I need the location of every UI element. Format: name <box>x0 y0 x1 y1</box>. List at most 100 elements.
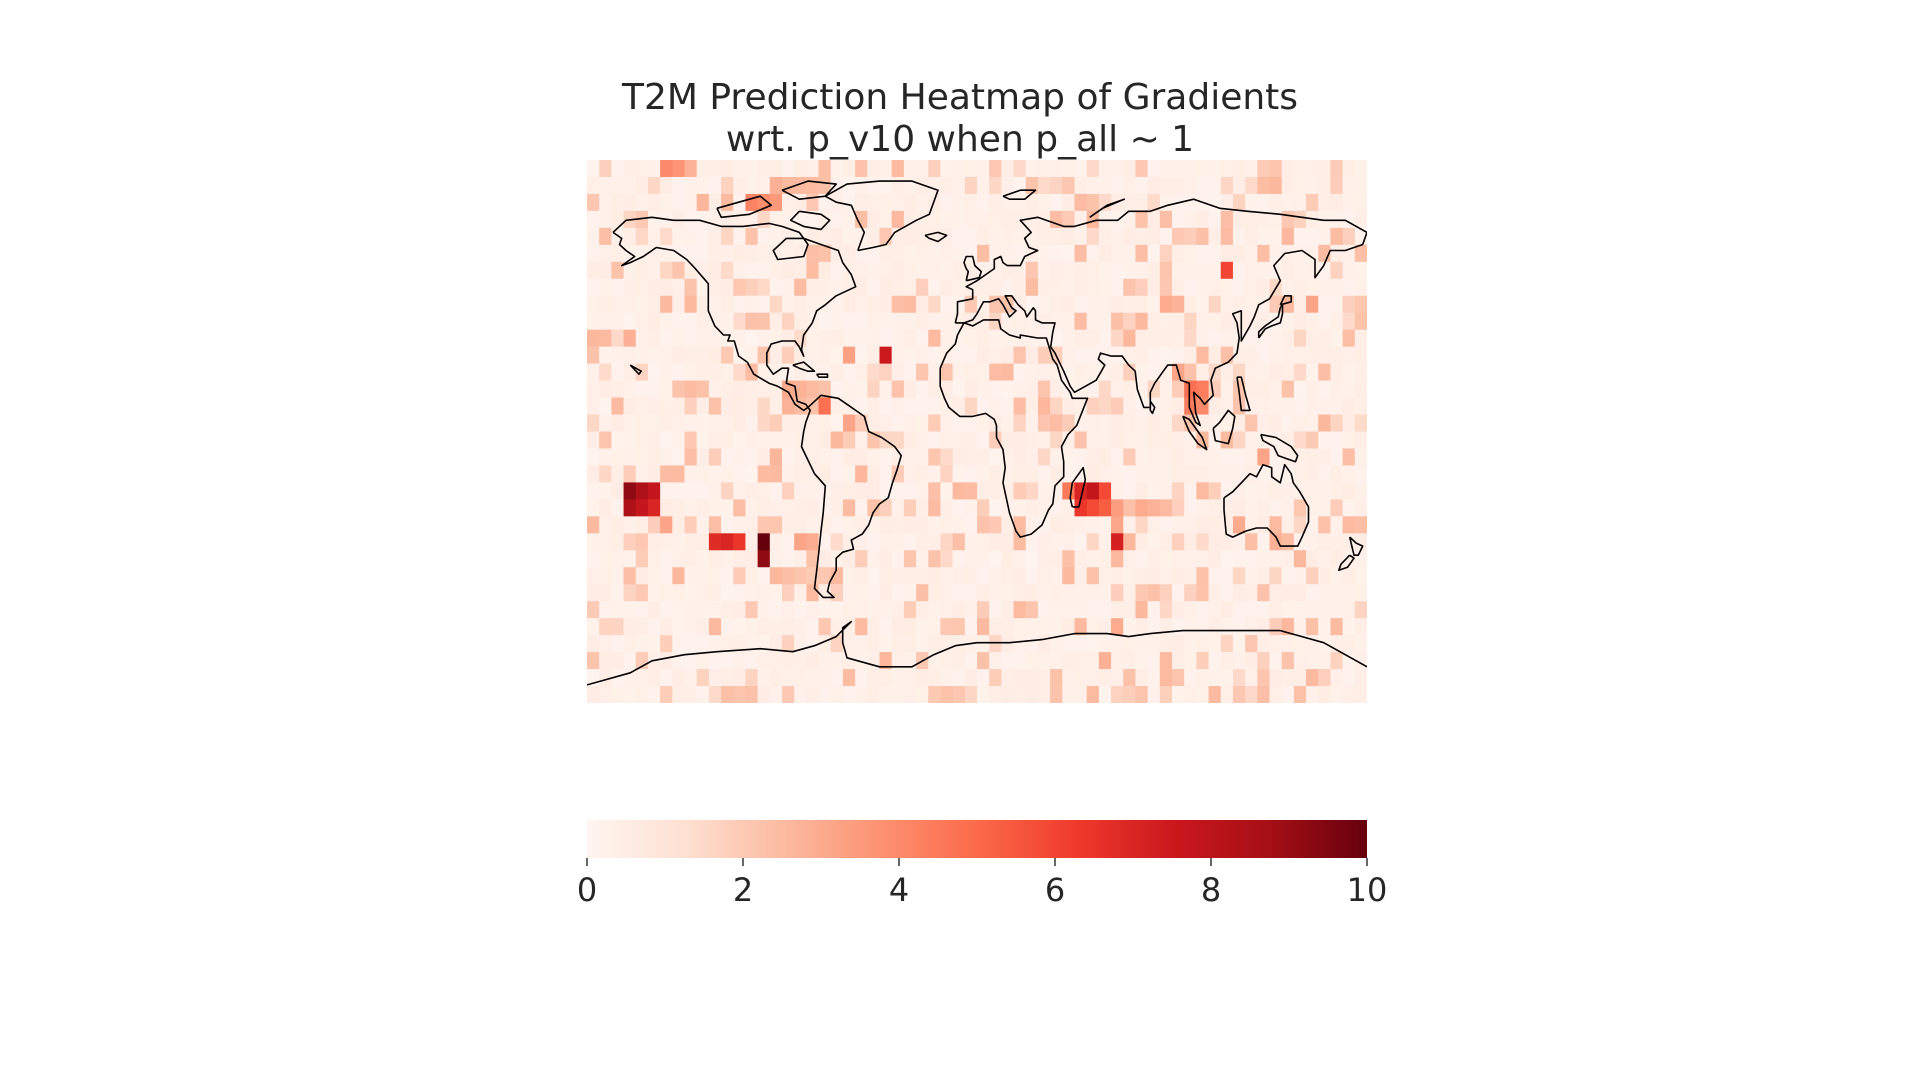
heatmap-cell <box>1123 686 1137 703</box>
heatmap-cell <box>1330 499 1344 517</box>
heatmap-cell <box>806 261 820 280</box>
heatmap-cell <box>696 482 710 500</box>
heatmap-cell <box>635 329 649 348</box>
heatmap-cell <box>952 295 966 314</box>
heatmap-cell <box>660 652 673 670</box>
heatmap-cell <box>1330 584 1344 602</box>
heatmap-cell <box>1037 431 1051 450</box>
heatmap-cell <box>672 414 686 433</box>
heatmap-cell <box>794 550 807 568</box>
heatmap-cell <box>1232 227 1246 246</box>
heatmap-cell <box>1184 635 1197 653</box>
heatmap-cell <box>916 567 929 585</box>
heatmap-cell <box>855 533 868 551</box>
heatmap-cell <box>928 533 942 551</box>
heatmap-cell <box>1062 227 1076 246</box>
heatmap-cell <box>891 295 905 314</box>
heatmap-cell <box>1111 363 1124 382</box>
heatmap-cell <box>1269 686 1283 703</box>
heatmap-cell <box>757 380 771 399</box>
heatmap-cell <box>1159 448 1173 467</box>
heatmap-cell <box>879 227 893 246</box>
heatmap-cell <box>1135 533 1149 551</box>
heatmap-cell <box>989 380 1002 399</box>
heatmap-cell <box>1318 193 1332 212</box>
heatmap-cell <box>1330 278 1344 297</box>
heatmap-cell <box>611 431 625 450</box>
heatmap-cell <box>1050 635 1063 653</box>
heatmap-cell <box>1001 550 1015 568</box>
heatmap-cell <box>660 567 673 585</box>
heatmap-cell <box>647 210 661 229</box>
heatmap-cell <box>989 227 1002 246</box>
heatmap-cell <box>916 397 929 416</box>
heatmap-cell <box>1220 295 1234 314</box>
heatmap-cell <box>623 261 637 280</box>
heatmap-cell <box>903 295 917 314</box>
heatmap-cell <box>733 516 747 534</box>
heatmap-cell <box>940 686 954 703</box>
heatmap-cell <box>891 669 905 687</box>
heatmap-cell <box>1342 686 1356 703</box>
heatmap-cell <box>1342 465 1356 484</box>
heatmap-cell <box>1159 312 1173 331</box>
heatmap-cell <box>1318 465 1332 484</box>
heatmap-cell <box>587 533 600 551</box>
heatmap-cell <box>952 652 966 670</box>
heatmap-cell <box>855 686 868 703</box>
coastline <box>1002 189 1037 201</box>
heatmap-cell <box>867 686 881 703</box>
heatmap-cell <box>1281 669 1295 687</box>
heatmap-cell <box>830 448 844 467</box>
heatmap-cell <box>903 193 917 212</box>
heatmap-cell <box>1086 516 1100 534</box>
heatmap-cell <box>721 193 734 212</box>
heatmap-cell <box>1050 312 1063 331</box>
heatmap-cell <box>842 448 856 467</box>
heatmap-cell <box>1281 261 1295 280</box>
heatmap-cell <box>782 244 795 263</box>
heatmap-cell <box>672 397 686 416</box>
heatmap-cell <box>599 601 612 619</box>
heatmap-cell <box>867 193 881 212</box>
heatmap-cell <box>1330 295 1344 314</box>
heatmap-cell <box>611 635 625 653</box>
heatmap-cell <box>977 584 990 602</box>
heatmap-cell <box>1318 244 1332 263</box>
heatmap-cell <box>1208 227 1222 246</box>
heatmap-cell <box>660 244 673 263</box>
heatmap-cell <box>672 584 686 602</box>
heatmap-cell <box>1232 567 1246 585</box>
heatmap-cell <box>1025 499 1039 517</box>
heatmap-cell <box>672 346 686 365</box>
heatmap-cell <box>794 482 807 500</box>
heatmap-cell <box>587 601 600 619</box>
colorbar-tick-label: 6 <box>1045 871 1065 909</box>
heatmap-cell <box>794 448 807 467</box>
heatmap-cell <box>635 550 649 568</box>
heatmap-cell <box>1001 431 1015 450</box>
heatmap-cell <box>952 312 966 331</box>
heatmap-cell <box>672 363 686 382</box>
heatmap-cell <box>879 533 893 551</box>
heatmap-cell <box>989 533 1002 551</box>
heatmap-cell <box>952 414 966 433</box>
heatmap-cell <box>916 533 929 551</box>
heatmap-cell <box>928 567 942 585</box>
heatmap-cell <box>916 516 929 534</box>
heatmap-cell <box>855 550 868 568</box>
heatmap-cell <box>1098 380 1112 399</box>
heatmap-cell <box>916 244 929 263</box>
heatmap-cell <box>587 380 600 399</box>
heatmap-cell <box>891 160 905 178</box>
colorbar-tick-label: 0 <box>577 871 597 909</box>
heatmap-cell <box>611 516 625 534</box>
heatmap-cell <box>1354 380 1367 399</box>
heatmap-cell <box>842 312 856 331</box>
heatmap-cell <box>733 550 747 568</box>
heatmap-cell <box>1111 397 1124 416</box>
heatmap-cell <box>1001 618 1015 636</box>
heatmap-cell <box>1232 550 1246 568</box>
heatmap-cell <box>1123 227 1137 246</box>
heatmap-cell <box>1208 686 1222 703</box>
